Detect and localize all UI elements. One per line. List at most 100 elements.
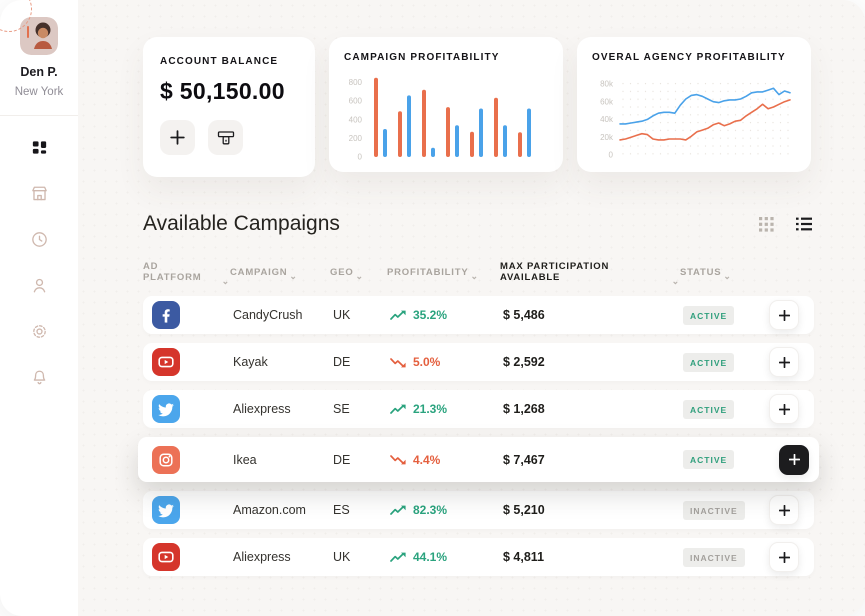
list-view-button[interactable]	[794, 215, 814, 233]
trend-down-icon	[390, 357, 407, 368]
status-badge: INACTIVE	[683, 547, 745, 567]
campaigns-table-body: CandyCrush UK 35.2% $ 5,486 ACTIVE Kayak DE 5.0…	[138, 296, 819, 576]
status-badge: ACTIVE	[683, 305, 735, 325]
campaign-profitability-title: CAMPAIGN PROFITABILITY	[344, 52, 500, 63]
sidebar-item-profile[interactable]	[21, 275, 57, 295]
instagram-icon	[152, 445, 180, 474]
agency-profitability-chart: 0 20k 40k 60k 80k	[600, 77, 794, 160]
plus-icon	[778, 403, 790, 415]
sidebar-item-notifications[interactable]	[21, 367, 57, 387]
svg-text:0: 0	[358, 153, 363, 162]
svg-text:800: 800	[349, 78, 363, 87]
sidebar-nav	[21, 137, 57, 387]
join-campaign-button[interactable]	[769, 347, 799, 377]
page-title: Available Campaigns	[143, 212, 340, 235]
column-profitability[interactable]: PROFITABILITY ⌄	[387, 266, 479, 281]
profitability-value: 5.0%	[413, 355, 441, 369]
sort-caret-icon: ⌄	[671, 276, 680, 286]
join-campaign-button[interactable]	[769, 542, 799, 572]
svg-text:200: 200	[349, 134, 363, 143]
account-balance-title: ACCOUNT BALANCE	[160, 56, 279, 67]
status-badge: ACTIVE	[683, 399, 735, 419]
table-row[interactable]: Kayak DE 5.0% $ 2,592 ACTIVE	[143, 343, 814, 381]
sidebar: Den P. New York	[0, 0, 78, 616]
column-max-participation[interactable]: MAX PARTICIPATION AVAILABLE ⌄	[500, 261, 680, 286]
sidebar-divider	[0, 115, 78, 116]
status-badge: ACTIVE	[683, 450, 735, 469]
trend-up-icon	[390, 310, 407, 321]
platform-cell	[152, 496, 233, 524]
platform-cell	[152, 301, 233, 329]
campaigns-section-head: Available Campaigns	[143, 212, 814, 236]
status-cell: ACTIVE	[683, 352, 769, 372]
column-status[interactable]: STATUS ⌄	[680, 266, 732, 281]
withdraw-button[interactable]	[208, 120, 243, 155]
max-participation-value: $ 5,210	[503, 503, 545, 517]
plus-icon	[788, 454, 800, 465]
geo-value: SE	[333, 402, 350, 416]
platform-cell	[152, 395, 233, 423]
user-location: New York	[14, 86, 64, 98]
table-row[interactable]: Aliexpress SE 21.3% $ 1,268 ACTIVE	[143, 390, 814, 428]
plus-icon	[778, 356, 790, 368]
campaign-name: Aliexpress	[233, 402, 291, 416]
add-funds-button[interactable]	[160, 120, 195, 155]
grid-view-icon	[759, 216, 774, 232]
join-campaign-button[interactable]	[769, 495, 799, 525]
table-row[interactable]: Ikea DE 4.4% $ 7,467 ACTIVE	[138, 437, 819, 482]
action-cell	[769, 347, 814, 377]
sidebar-item-marketplace[interactable]	[21, 183, 57, 203]
sidebar-item-settings[interactable]	[21, 321, 57, 341]
join-campaign-button[interactable]	[769, 394, 799, 424]
trend-up-icon	[390, 505, 407, 516]
column-campaign[interactable]: CAMPAIGN ⌄	[230, 266, 298, 281]
gear-icon	[30, 322, 49, 341]
profitability-cell: 4.4%	[390, 453, 503, 467]
clock-icon	[30, 230, 49, 249]
profitability-value: 4.4%	[413, 452, 441, 467]
youtube-icon	[152, 543, 180, 571]
svg-text:40k: 40k	[600, 115, 614, 124]
trend-down-icon	[390, 454, 407, 465]
profitability-cell: 21.3%	[390, 402, 503, 416]
plus-icon	[778, 504, 790, 516]
campaign-profitability-chart: 0 200 400 600 800	[349, 77, 531, 162]
plus-icon	[170, 130, 185, 145]
grid-view-button[interactable]	[757, 215, 776, 234]
status-badge: INACTIVE	[683, 500, 745, 520]
column-geo[interactable]: GEO ⌄	[330, 266, 364, 281]
max-participation-value: $ 5,486	[503, 308, 545, 322]
geo-value: ES	[333, 503, 350, 517]
status-cell: ACTIVE	[683, 305, 769, 325]
user-avatar[interactable]	[20, 17, 58, 55]
campaign-profitability-card: CAMPAIGN PROFITABILITY 0 200 400 600 800	[329, 37, 563, 172]
join-campaign-button[interactable]	[779, 444, 809, 475]
twitter-icon	[152, 496, 180, 524]
table-row[interactable]: Amazon.com ES 82.3% $ 5,210 INACTIVE	[143, 491, 814, 529]
youtube-icon	[152, 348, 180, 376]
svg-text:600: 600	[349, 97, 363, 106]
profitability-cell: 82.3%	[390, 503, 503, 517]
campaign-name: Ikea	[233, 452, 257, 467]
campaigns-table-header: AD PLATFORM ⌄ CAMPAIGN ⌄ GEO ⌄ PROFITABILIT…	[143, 261, 814, 286]
status-cell: INACTIVE	[683, 547, 769, 567]
sort-caret-icon: ⌄	[289, 270, 298, 281]
column-ad-platform[interactable]: AD PLATFORM ⌄	[143, 261, 230, 286]
table-row[interactable]: Aliexpress UK 44.1% $ 4,811 INACTIVE	[143, 538, 814, 576]
plus-icon	[778, 309, 790, 321]
svg-text:80k: 80k	[600, 80, 614, 89]
profitability-value: 44.1%	[413, 550, 448, 564]
max-participation-value: $ 7,467	[503, 452, 545, 467]
table-row[interactable]: CandyCrush UK 35.2% $ 5,486 ACTIVE	[143, 296, 814, 334]
svg-text:400: 400	[349, 115, 363, 124]
user-name: Den P.	[20, 65, 58, 79]
sidebar-item-history[interactable]	[21, 229, 57, 249]
join-campaign-button[interactable]	[769, 300, 799, 330]
status-cell: ACTIVE	[683, 450, 769, 469]
profitability-cell: 5.0%	[390, 355, 503, 369]
sidebar-item-dashboard[interactable]	[21, 137, 57, 157]
main-content: ACCOUNT BALANCE $ 50,150.00	[78, 0, 865, 616]
svg-text:20k: 20k	[600, 133, 614, 142]
status-badge: ACTIVE	[683, 352, 735, 372]
